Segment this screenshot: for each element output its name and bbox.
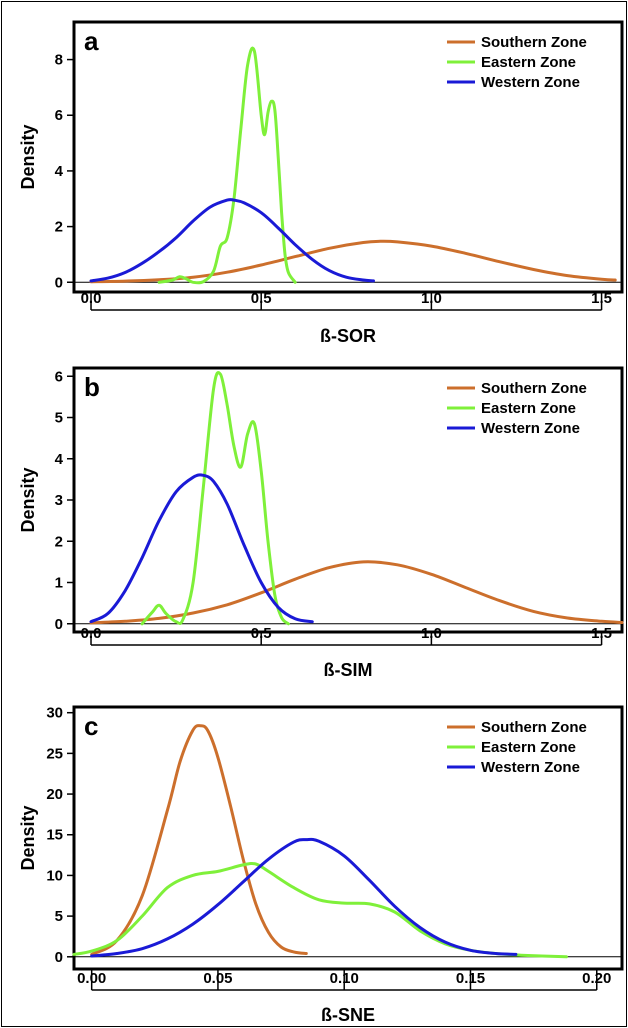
x-tick-label: 1.0 [421, 290, 442, 307]
x-tick-label: 0.5 [251, 625, 272, 642]
legend-label: Southern Zone [481, 719, 587, 736]
x-tick-label: 1.5 [591, 290, 612, 307]
y-tick-label: 6 [55, 107, 63, 124]
y-tick-label: 10 [46, 867, 63, 884]
x-tick-label: 1.5 [591, 625, 612, 642]
x-tick-label: 0.0 [81, 625, 102, 642]
panel-letter: a [84, 26, 99, 56]
y-tick-label: 25 [46, 745, 63, 762]
legend-label: Western Zone [481, 759, 580, 776]
x-tick-label: 0.20 [582, 970, 611, 987]
y-tick-label: 3 [55, 492, 63, 509]
x-axis-label: ß-SNE [321, 1005, 375, 1025]
density-curve-eastern-zone [157, 46, 297, 285]
y-tick-label: 8 [55, 52, 63, 69]
x-axis-label: ß-SOR [320, 326, 376, 346]
y-tick-label: 2 [55, 219, 63, 236]
chart-panel-c: 0.00 0.05 0.10 0.15 0.20 0 5 10 15 20 25 30 ß-SNE Den… [18, 705, 624, 1025]
y-axis-label: Density [18, 805, 38, 870]
density-curve-western-zone [89, 198, 375, 283]
y-tick-label: 4 [55, 451, 64, 468]
legend-label: Southern Zone [481, 380, 587, 397]
legend-label: Western Zone [481, 420, 580, 437]
legend-label: Eastern Zone [481, 54, 576, 71]
x-tick-label: 0.0 [81, 290, 102, 307]
y-axis-label: Density [18, 124, 38, 189]
y-tick-label: 15 [46, 827, 63, 844]
density-curve-western-zone [90, 837, 518, 958]
x-tick-label: 0.00 [77, 970, 106, 987]
legend-label: Eastern Zone [481, 400, 576, 417]
y-tick-label: 5 [55, 410, 63, 427]
y-tick-label: 30 [46, 705, 63, 722]
y-tick-label: 20 [46, 786, 63, 803]
x-tick-label: 0.10 [330, 970, 359, 987]
plot-area-frame [72, 705, 624, 971]
y-tick-label: 0 [55, 616, 63, 633]
x-tick-label: 1.0 [421, 625, 442, 642]
density-curve-southern-zone [89, 560, 624, 625]
y-axis-label: Density [18, 467, 38, 532]
density-curve-eastern-zone [140, 371, 290, 626]
chart-panel-b: 0.0 0.5 1.0 1.5 0 1 2 3 4 5 6 ß-SIM Density b Southern… [18, 366, 624, 680]
x-tick-label: 0.05 [203, 970, 232, 987]
legend-label: Eastern Zone [481, 739, 576, 756]
y-tick-label: 0 [55, 949, 63, 966]
y-tick-label: 0 [55, 274, 63, 291]
density-curve-western-zone [89, 473, 314, 624]
chart-panel-a: 0.0 0.5 1.0 1.5 0 2 4 6 8 ß-SOR Density a Southern Z… [18, 20, 624, 346]
panel-letter: b [84, 372, 100, 402]
legend-label: Western Zone [481, 74, 580, 91]
legend-label: Southern Zone [481, 34, 587, 51]
plot-area-frame [72, 20, 624, 294]
density-curve-southern-zone [89, 239, 617, 284]
y-tick-label: 4 [55, 163, 64, 180]
y-tick-label: 5 [55, 908, 63, 925]
x-axis-label: ß-SIM [324, 660, 373, 680]
y-tick-label: 1 [55, 575, 63, 592]
x-tick-label: 0.5 [251, 290, 272, 307]
panel-letter: c [84, 711, 98, 741]
y-tick-label: 6 [55, 368, 63, 385]
x-tick-label: 0.15 [456, 970, 485, 987]
y-tick-label: 2 [55, 533, 63, 550]
density-curve-southern-zone [90, 724, 308, 956]
